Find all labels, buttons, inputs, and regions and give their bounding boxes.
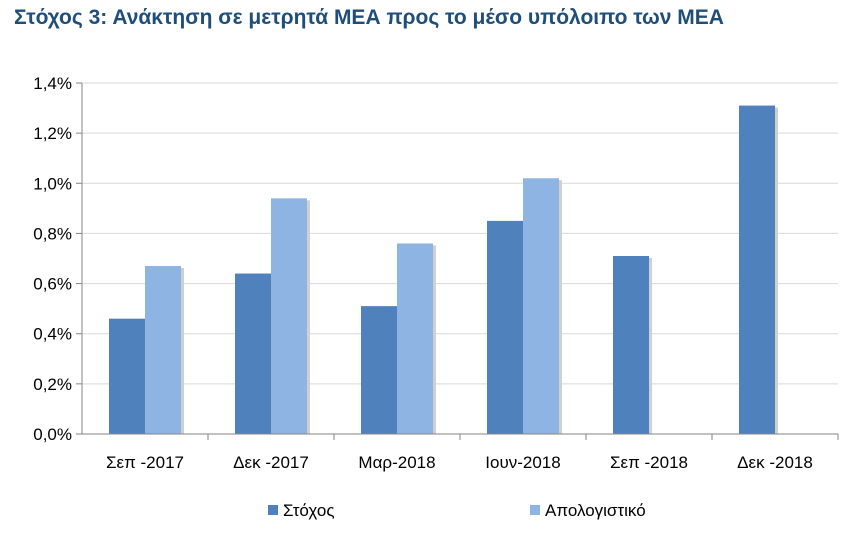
- y-tick-label: 0,2%: [33, 375, 72, 394]
- bar-target: [109, 318, 145, 434]
- chart-title: Στόχος 3: Ανάκτηση σε μετρητά ΜΕΑ προς τ…: [14, 6, 724, 29]
- x-tick-label: Σεπ -2017: [106, 453, 184, 472]
- y-tick-label: 1,2%: [33, 124, 72, 143]
- y-tick-label: 1,0%: [33, 174, 72, 193]
- bar-actual: [145, 266, 181, 434]
- legend-label-target: Στόχος: [283, 501, 335, 520]
- y-tick-label: 0,8%: [33, 224, 72, 243]
- bar-target: [613, 255, 649, 434]
- bar-target: [235, 273, 271, 434]
- legend-swatch-actual: [530, 505, 540, 515]
- x-tick-label: Ιουν-2018: [485, 453, 560, 472]
- x-tick-label: Μαρ-2018: [358, 453, 435, 472]
- y-tick-label: 0,6%: [33, 275, 72, 294]
- y-tick-label: 0,4%: [33, 325, 72, 344]
- y-tick-label: 1,4%: [33, 74, 72, 93]
- bar-target: [739, 105, 775, 435]
- x-tick-label: Δεκ -2017: [233, 453, 309, 472]
- legend-swatch-target: [268, 505, 278, 515]
- x-tick-label: Δεκ -2018: [737, 453, 813, 472]
- bar-target: [361, 306, 397, 434]
- x-tick-label: Σεπ -2018: [610, 453, 688, 472]
- legend-label-actual: Απολογιστικό: [545, 501, 646, 520]
- bar-actual: [271, 198, 307, 434]
- bar-actual: [523, 178, 559, 434]
- bar-actual: [397, 243, 433, 434]
- y-tick-label: 0,0%: [33, 425, 72, 444]
- bar-target: [487, 220, 523, 434]
